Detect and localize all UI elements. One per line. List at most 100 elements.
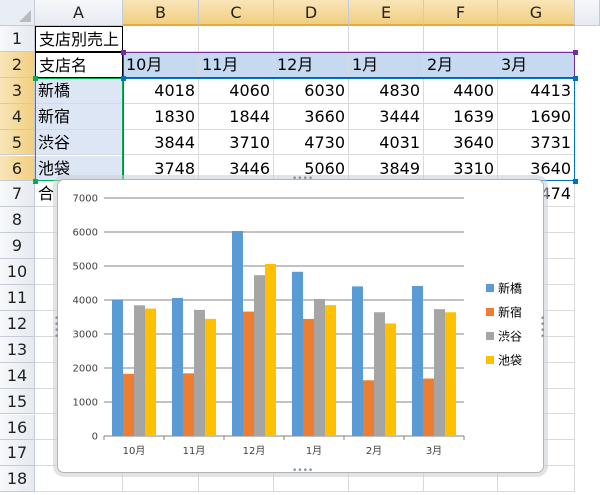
row-header-4[interactable]: 4 [0,103,35,130]
bar [172,297,183,436]
row-header-1[interactable]: 1 [0,26,35,52]
column-header-a[interactable]: A [35,0,123,26]
bar [423,378,434,436]
cell[interactable] [498,26,575,52]
branch-name-cell[interactable]: 新橋 [35,77,123,104]
row-header-9[interactable]: 9 [0,233,35,260]
header-cell-g2[interactable]: 3月 [498,51,575,78]
branch-name-cell[interactable]: 池袋 [35,155,123,182]
range-handle[interactable] [33,75,38,81]
sales-value-cell[interactable]: 3444 [349,103,424,130]
cell[interactable] [123,466,199,493]
sales-value-cell[interactable]: 3660 [274,103,349,130]
row-header-17[interactable]: 17 [0,440,35,467]
sales-value-cell[interactable]: 3849 [349,155,424,182]
x-tick-label: 10月 [123,445,146,457]
sales-value-cell[interactable]: 4730 [274,129,349,156]
sales-value-cell[interactable]: 4400 [424,77,498,104]
cell[interactable] [424,466,498,493]
cell[interactable] [274,466,349,493]
row-header-3[interactable]: 3 [0,77,35,104]
sales-value-cell[interactable]: 1639 [424,103,498,130]
y-tick-label: 7000 [73,194,98,205]
cell[interactable] [349,26,424,52]
sales-value-cell[interactable]: 4031 [349,129,424,156]
column-header-e[interactable]: E [349,0,424,26]
sales-value-cell[interactable]: 3710 [199,129,274,156]
sales-value-cell[interactable]: 6030 [274,77,349,104]
column-header-c[interactable]: C [199,0,274,26]
sales-value-cell[interactable]: 3640 [498,155,575,182]
bar [352,286,363,436]
cell[interactable] [349,466,424,493]
chart-resize-handle-left[interactable]: • • • • [54,314,60,342]
x-tick-label: 12月 [243,445,266,457]
cell[interactable] [199,466,274,493]
row-header-11[interactable]: 11 [0,285,35,311]
row-header-16[interactable]: 16 [0,414,35,441]
range-handle[interactable] [573,49,578,55]
sales-value-cell[interactable]: 4018 [123,77,199,104]
sales-value-cell[interactable]: 3310 [424,155,498,182]
embedded-chart[interactable]: 0 1000 2000 3000 4000 5000 6000 7000 10月 11月 12月 1月… [54,174,546,476]
sales-value-cell[interactable]: 4060 [199,77,274,104]
branch-name-cell[interactable]: 新宿 [35,103,123,130]
column-header-d[interactable]: D [274,0,349,26]
sales-value-cell[interactable]: 1690 [498,103,575,130]
bar [374,312,385,436]
bar [145,308,156,436]
header-cell-e2[interactable]: 1月 [349,51,424,78]
chart-resize-handle-top[interactable]: •••• [292,174,314,184]
row-header-12[interactable]: 12 [0,310,35,337]
cell[interactable] [424,26,498,52]
chart-resize-handle-bottom[interactable]: •••• [292,466,314,476]
row-header-13[interactable]: 13 [0,336,35,363]
range-handle[interactable] [573,179,578,185]
cell-a1-title[interactable]: 支店別売上 [35,26,123,52]
cell[interactable] [123,26,199,52]
range-handle[interactable] [33,179,38,185]
range-handle[interactable] [121,75,126,81]
sales-value-cell[interactable]: 3640 [424,129,498,156]
row-header-2[interactable]: 2 [0,51,35,78]
row-header-14[interactable]: 14 [0,362,35,389]
sales-value-cell[interactable]: 4413 [498,77,575,104]
bar [265,263,276,436]
header-cell-a2[interactable]: 支店名 [35,51,123,78]
row-header-10[interactable]: 10 [0,259,35,285]
row-header-15[interactable]: 15 [0,388,35,415]
sales-value-cell[interactable]: 3446 [199,155,274,182]
cell[interactable] [199,26,274,52]
branch-name-cell[interactable]: 渋谷 [35,129,123,156]
header-cell-b2[interactable]: 10月 [123,51,199,78]
y-tick-label: 1000 [73,398,98,409]
header-cell-d2[interactable]: 12月 [274,51,349,78]
sales-value-cell[interactable]: 1844 [199,103,274,130]
select-all-button[interactable] [0,0,35,26]
sales-value-cell[interactable]: 4830 [349,77,424,104]
column-header-f[interactable]: F [424,0,498,26]
range-handle[interactable] [573,75,578,81]
header-cell-c2[interactable]: 11月 [199,51,274,78]
sales-value-cell[interactable]: 3731 [498,129,575,156]
cell[interactable] [35,466,123,493]
sales-value-cell[interactable]: 3844 [123,129,199,156]
column-header-b[interactable]: B [123,0,199,26]
row-header-7[interactable]: 7 [0,181,35,208]
row-header-6[interactable]: 6 [0,155,35,182]
cell[interactable] [274,26,349,52]
bar [232,230,243,436]
range-handle[interactable] [121,49,126,55]
column-header-overflow[interactable] [575,0,600,26]
cell[interactable] [498,466,575,493]
chart-resize-handle-right[interactable]: • • • • [540,314,546,342]
row-header-18[interactable]: 18 [0,466,35,493]
bar [123,373,134,436]
sales-value-cell[interactable]: 1830 [123,103,199,130]
row-header-8[interactable]: 8 [0,207,35,234]
sales-value-cell[interactable]: 3748 [123,155,199,182]
row-header-5[interactable]: 5 [0,129,35,156]
column-header-g[interactable]: G [498,0,575,26]
legend-label: 新橋 [498,281,522,296]
header-cell-f2[interactable]: 2月 [424,51,498,78]
